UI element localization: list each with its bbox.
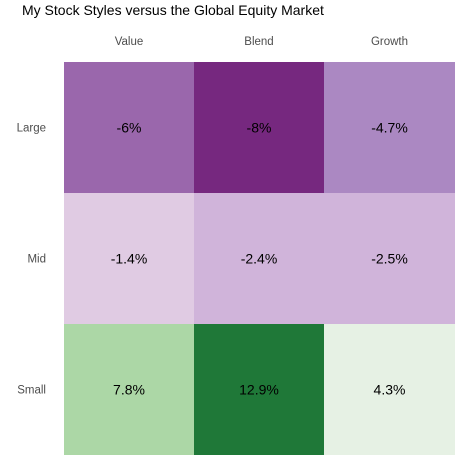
heatmap-cell-labels: -6% -8% -4.7% -1.4% -2.4% -2.5% 7.8% 12.9% 4.3%: [111, 120, 408, 398]
cell-value-label-mid-blend: -2.4%: [241, 251, 278, 267]
heatmap-cell-small-blend: [194, 324, 324, 455]
y-tick-label-small: Small: [17, 385, 46, 397]
heatmap-cells: [64, 62, 455, 455]
y-axis-tick-labels: Large Mid Small: [17, 123, 46, 397]
heatmap-cell-mid-blend: [194, 193, 324, 324]
heatmap-cell-small-growth: [324, 324, 455, 455]
cell-value-label-large-growth: -4.7%: [371, 120, 408, 136]
heatmap-cell-large-growth: [324, 62, 455, 193]
cell-value-label-large-blend: -8%: [247, 120, 272, 136]
cell-value-label-mid-growth: -2.5%: [371, 251, 408, 267]
cell-value-label-mid-value: -1.4%: [111, 251, 148, 267]
y-tick-label-mid: Mid: [27, 254, 46, 266]
x-tick-label-value: Value: [115, 36, 144, 48]
heatmap-cell-small-value: [64, 324, 194, 455]
x-axis-tick-labels: Value Blend Growth: [115, 36, 408, 48]
cell-value-label-small-blend: 12.9%: [239, 382, 279, 398]
cell-value-label-small-growth: 4.3%: [374, 382, 406, 398]
cell-value-label-small-value: 7.8%: [113, 382, 145, 398]
x-tick-label-growth: Growth: [371, 36, 408, 48]
heatmap-cell-large-value: [64, 62, 194, 193]
heatmap-cell-mid-growth: [324, 193, 455, 324]
heatmap-cell-large-blend: [194, 62, 324, 193]
y-tick-label-large: Large: [17, 123, 46, 135]
chart-title: My Stock Styles versus the Global Equity…: [22, 2, 324, 18]
cell-value-label-large-value: -6%: [117, 120, 142, 136]
heatmap-cell-mid-value: [64, 193, 194, 324]
x-tick-label-blend: Blend: [244, 36, 273, 48]
